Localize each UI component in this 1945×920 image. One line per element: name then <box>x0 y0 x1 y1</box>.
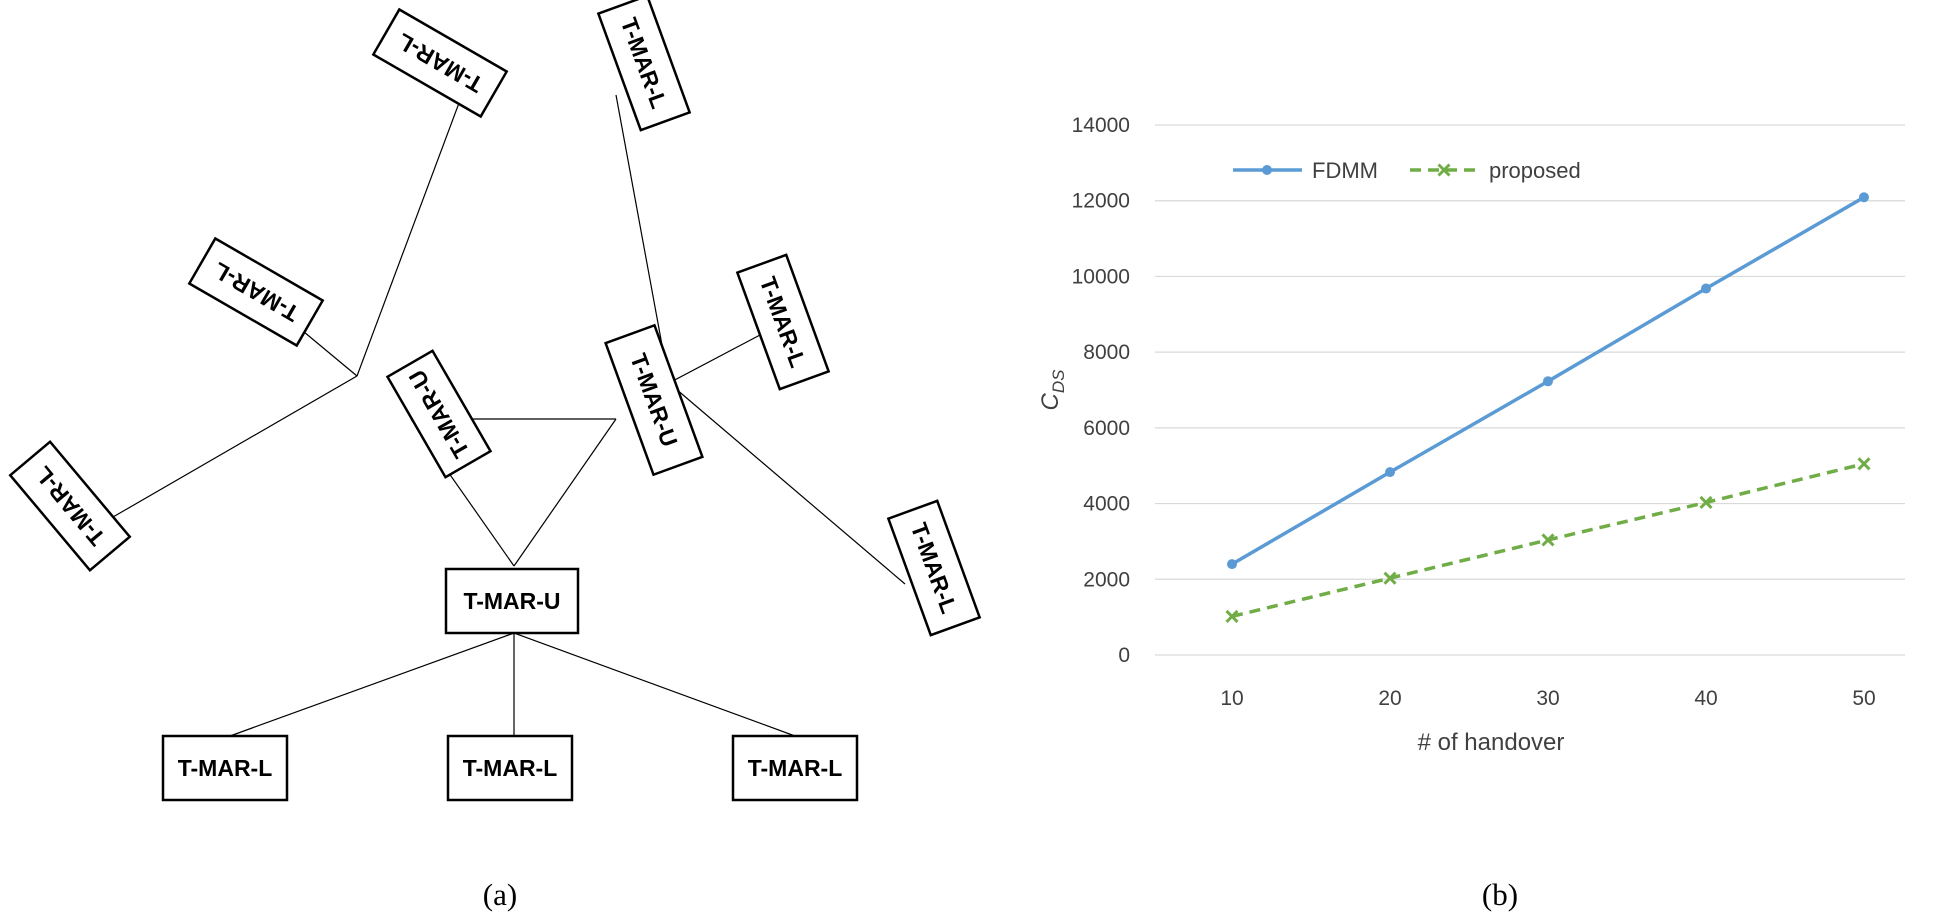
data-point-FDMM <box>1385 467 1395 478</box>
edge-root-to-leaf-right <box>513 632 796 737</box>
node-upper-right: T-MAR-U <box>604 323 704 477</box>
edge-upper-right-to-leaf-mid-right <box>668 334 761 384</box>
chart-caption: (b) <box>1482 877 1518 912</box>
node-leaf-mid-right: T-MAR-L <box>735 253 831 391</box>
data-point-proposed <box>1699 495 1713 509</box>
node-label: T-MAR-L <box>178 755 273 781</box>
node-label: T-MAR-U <box>463 588 560 614</box>
y-tick-label: 10000 <box>1072 265 1130 288</box>
x-tick-label: 30 <box>1536 687 1559 710</box>
node-label: T-MAR-L <box>748 755 843 781</box>
node-leaf-bottom-left: T-MAR-L <box>161 734 289 802</box>
x-tick-label: 40 <box>1694 687 1717 710</box>
x-axis-ticks: 10 20 30 40 50 <box>1220 687 1875 710</box>
legend-marker-fdmm <box>1262 165 1272 175</box>
data-point-proposed <box>1225 609 1239 623</box>
diagram-nodes: T-MAR-U T-MAR-U T-MAR-U T-MAR-L T-MAR-L … <box>8 0 982 802</box>
y-tick-label: 12000 <box>1072 190 1130 213</box>
legend-item-proposed: proposed <box>1410 158 1581 183</box>
node-root: T-MAR-U <box>444 567 580 635</box>
x-axis-title: # of handover <box>1418 729 1565 756</box>
data-point-FDMM <box>1543 376 1553 387</box>
y-tick-label: 0 <box>1118 644 1130 667</box>
y-tick-label: 6000 <box>1083 417 1130 440</box>
legend-label-proposed: proposed <box>1489 158 1581 183</box>
x-tick-label: 10 <box>1220 687 1243 710</box>
y-axis-title-subscript: DS <box>1049 369 1068 393</box>
chart-series <box>1225 192 1871 623</box>
chart-gridlines <box>1155 124 1905 656</box>
node-leaf-mid-left: T-MAR-L <box>187 236 325 348</box>
series-proposed <box>1225 457 1871 623</box>
data-point-proposed <box>1541 533 1555 547</box>
chart-legend: FDMM proposed <box>1233 158 1581 183</box>
node-leaf-far-left: T-MAR-L <box>8 440 132 572</box>
diagram-caption: (a) <box>483 877 517 912</box>
y-tick-label: 4000 <box>1083 493 1130 516</box>
legend-item-fdmm: FDMM <box>1233 158 1378 183</box>
legend-marker-proposed <box>1437 163 1451 177</box>
y-axis-title-main: C <box>1037 392 1064 410</box>
network-diagram: T-MAR-U T-MAR-U T-MAR-U T-MAR-L T-MAR-L … <box>8 0 982 912</box>
edge-root-to-leaf-left <box>229 632 515 737</box>
edge-upper-right-to-leaf-top-right <box>615 94 670 384</box>
node-leaf-bottom-middle: T-MAR-L <box>446 734 574 802</box>
data-point-FDMM <box>1227 559 1237 570</box>
node-leaf-top-left: T-MAR-L <box>371 7 509 119</box>
legend-label-fdmm: FDMM <box>1312 158 1378 183</box>
line-chart: 0 2000 4000 6000 8000 10000 12000 14000 10 20 30 4… <box>1037 114 1905 912</box>
x-tick-label: 20 <box>1378 687 1401 710</box>
series-FDMM <box>1227 192 1869 570</box>
legend-marker-x <box>1437 163 1451 177</box>
y-tick-label: 14000 <box>1072 114 1130 137</box>
x-tick-label: 50 <box>1852 687 1875 710</box>
data-point-proposed <box>1857 457 1871 471</box>
node-upper-left: T-MAR-U <box>385 349 493 479</box>
diagram-edges <box>93 94 906 737</box>
y-tick-label: 8000 <box>1083 341 1130 364</box>
node-leaf-low-right: T-MAR-L <box>886 499 982 637</box>
edge-upper-left-to-leaf-top-left <box>356 94 463 377</box>
data-point-FDMM <box>1859 192 1869 203</box>
node-leaf-bottom-right: T-MAR-L <box>731 734 859 802</box>
node-label: T-MAR-L <box>463 755 558 781</box>
node-leaf-top-right: T-MAR-L <box>596 0 692 132</box>
y-axis-ticks: 0 2000 4000 6000 8000 10000 12000 14000 <box>1072 114 1130 667</box>
edge-upper-left-to-leaf-far-left <box>93 375 358 529</box>
edge-upper-right-to-root <box>513 418 617 567</box>
data-point-FDMM <box>1701 283 1711 294</box>
data-point-proposed <box>1383 571 1397 585</box>
y-tick-label: 2000 <box>1083 568 1130 591</box>
y-axis-title: CDS <box>1037 369 1068 411</box>
edge-upper-right-to-leaf-low-right <box>668 382 906 585</box>
